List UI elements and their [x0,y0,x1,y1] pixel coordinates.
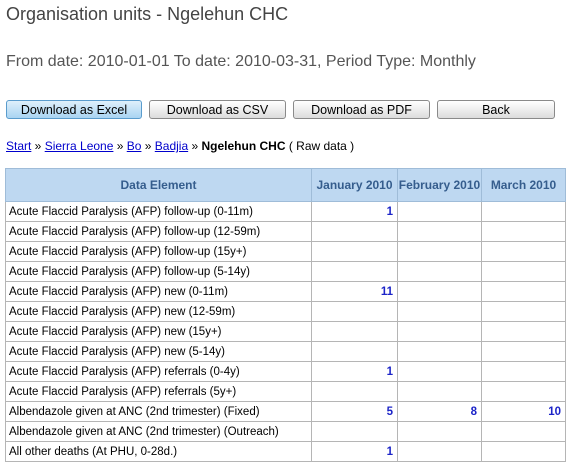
table-row: Acute Flaccid Paralysis (AFP) referrals … [5,381,566,402]
data-element-cell: Acute Flaccid Paralysis (AFP) new (0-11m… [5,281,312,302]
february-value-cell [397,321,482,342]
raw-data-table: Data Element January 2010 February 2010 … [5,168,566,462]
column-header-january: January 2010 [311,168,398,202]
data-element-cell: Albendazole given at ANC (2nd trimester)… [5,421,312,442]
february-value-cell [397,261,482,282]
march-value-cell [481,361,566,382]
table-row: Acute Flaccid Paralysis (AFP) new (15y+) [5,321,566,342]
column-header-data-element: Data Element [5,168,312,202]
january-value-cell: 5 [311,401,398,422]
february-value-cell [397,341,482,362]
data-element-cell: Acute Flaccid Paralysis (AFP) follow-up … [5,241,312,262]
march-value-cell [481,281,566,302]
january-value-cell [311,221,398,242]
column-header-february: February 2010 [397,168,482,202]
february-value-cell [397,441,482,462]
table-row: Acute Flaccid Paralysis (AFP) follow-up … [5,261,566,282]
february-value-cell [397,301,482,322]
table-row: Acute Flaccid Paralysis (AFP) follow-up … [5,221,566,242]
table-row: All other deaths (At PHU, 0-28d.) 1 [5,441,566,462]
table-header-row: Data Element January 2010 February 2010 … [5,168,566,202]
period-subtitle: From date: 2010-01-01 To date: 2010-03-3… [6,53,476,70]
january-value-cell [311,261,398,282]
january-value-cell: 1 [311,441,398,462]
data-element-cell: Acute Flaccid Paralysis (AFP) follow-up … [5,261,312,282]
data-element-cell: Albendazole given at ANC (2nd trimester)… [5,401,312,422]
table-row: Acute Flaccid Paralysis (AFP) new (0-11m… [5,281,566,302]
breadcrumb: Start » Sierra Leone » Bo » Badjia » Nge… [6,139,354,153]
february-value-cell: 8 [397,401,482,422]
breadcrumb-separator: » [113,139,127,153]
back-button[interactable]: Back [437,100,555,119]
february-value-cell [397,221,482,242]
data-element-cell: Acute Flaccid Paralysis (AFP) new (15y+) [5,321,312,342]
breadcrumb-link-sierra-leone[interactable]: Sierra Leone [44,139,114,153]
download-csv-button[interactable]: Download as CSV [149,100,286,119]
january-value-cell [311,421,398,442]
data-element-cell: Acute Flaccid Paralysis (AFP) referrals … [5,381,312,402]
breadcrumb-link-bo[interactable]: Bo [126,139,142,153]
january-value-cell [311,321,398,342]
february-value-cell [397,421,482,442]
january-value-cell: 1 [311,361,398,382]
data-element-cell: Acute Flaccid Paralysis (AFP) new (5-14y… [5,341,312,362]
march-value-cell [481,441,566,462]
table-row: Albendazole given at ANC (2nd trimester)… [5,401,566,422]
breadcrumb-separator: » [31,139,45,153]
march-value-cell [481,421,566,442]
march-value-cell [481,381,566,402]
march-value-cell [481,261,566,282]
page-title: Organisation units - Ngelehun CHC [6,4,289,24]
breadcrumb-current: Ngelehun CHC [201,139,286,153]
download-excel-button[interactable]: Download as Excel [6,100,142,119]
breadcrumb-link-badjia[interactable]: Badjia [154,139,189,153]
february-value-cell [397,241,482,262]
table-row: Acute Flaccid Paralysis (AFP) new (12-59… [5,301,566,322]
data-element-cell: Acute Flaccid Paralysis (AFP) referrals … [5,361,312,382]
january-value-cell [311,341,398,362]
table-row: Acute Flaccid Paralysis (AFP) new (5-14y… [5,341,566,362]
table-row: Acute Flaccid Paralysis (AFP) referrals … [5,361,566,382]
january-value-cell [311,241,398,262]
breadcrumb-suffix: ( Raw data ) [285,139,355,153]
february-value-cell [397,201,482,222]
data-element-cell: Acute Flaccid Paralysis (AFP) new (12-59… [5,301,312,322]
data-element-cell: Acute Flaccid Paralysis (AFP) follow-up … [5,221,312,242]
january-value-cell: 11 [311,281,398,302]
data-element-cell: All other deaths (At PHU, 0-28d.) [5,441,312,462]
march-value-cell [481,201,566,222]
february-value-cell [397,281,482,302]
breadcrumb-separator: » [141,139,155,153]
column-header-march: March 2010 [481,168,566,202]
january-value-cell [311,301,398,322]
breadcrumb-start-link[interactable]: Start [6,139,32,153]
march-value-cell [481,321,566,342]
table-row: Acute Flaccid Paralysis (AFP) follow-up … [5,241,566,262]
march-value-cell: 10 [481,401,566,422]
download-pdf-button[interactable]: Download as PDF [293,100,430,119]
action-toolbar: Download as Excel Download as CSV Downlo… [6,100,555,119]
table-row: Albendazole given at ANC (2nd trimester)… [5,421,566,442]
march-value-cell [481,241,566,262]
table-row: Acute Flaccid Paralysis (AFP) follow-up … [5,201,566,222]
march-value-cell [481,301,566,322]
january-value-cell [311,381,398,402]
january-value-cell: 1 [311,201,398,222]
february-value-cell [397,361,482,382]
march-value-cell [481,221,566,242]
breadcrumb-separator: » [188,139,202,153]
march-value-cell [481,341,566,362]
february-value-cell [397,381,482,402]
data-element-cell: Acute Flaccid Paralysis (AFP) follow-up … [5,201,312,222]
